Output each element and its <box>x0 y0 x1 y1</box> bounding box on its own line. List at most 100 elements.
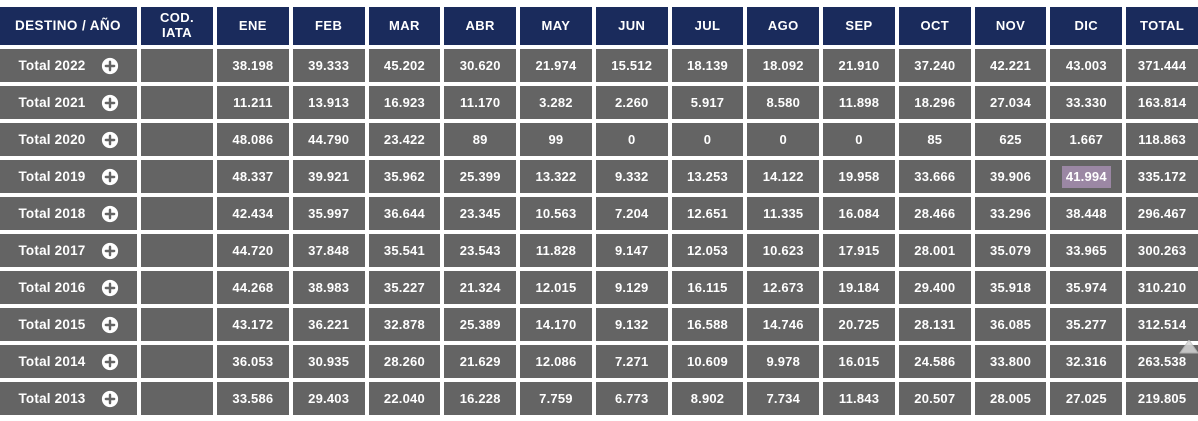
data-cell: 33.800 <box>974 345 1047 378</box>
data-cell: 19.958 <box>823 160 895 193</box>
row-label: Total 2021 <box>18 95 86 110</box>
data-cell: 3.282 <box>520 86 592 119</box>
table-row-total-2016: Total 2016 44.268 38.983 35.227 21.324 12.015… <box>0 271 1198 304</box>
expand-plus-icon[interactable] <box>101 131 119 149</box>
data-cell: 35.997 <box>292 197 365 230</box>
data-cell: 29.400 <box>898 271 971 304</box>
expand-plus-icon[interactable] <box>101 205 119 223</box>
data-cell: 27.025 <box>1050 382 1123 415</box>
data-cell: 11.170 <box>444 86 517 119</box>
data-cell: 10.609 <box>671 345 744 378</box>
data-cell: 11.335 <box>747 197 820 230</box>
data-cell: 12.673 <box>747 271 820 304</box>
data-cell: 9.147 <box>595 234 668 267</box>
data-cell: 35.227 <box>368 271 441 304</box>
expand-plus-icon[interactable] <box>101 316 119 334</box>
data-cell: 23.345 <box>444 197 517 230</box>
column-header-jul: JUL <box>671 7 744 45</box>
data-cell: 2.260 <box>595 86 668 119</box>
column-header-destino-a-o: DESTINO / AÑO <box>0 7 137 45</box>
column-header-nov: NOV <box>974 7 1047 45</box>
data-cell: 43.003 <box>1050 49 1123 82</box>
data-cell: 18.139 <box>671 49 744 82</box>
data-cell: 8.902 <box>671 382 744 415</box>
total-cell: 371.444 <box>1126 49 1198 82</box>
data-cell: 44.720 <box>217 234 289 267</box>
total-cell: 219.805 <box>1126 382 1198 415</box>
data-cell: 10.563 <box>520 197 592 230</box>
data-cell: 33.586 <box>217 382 289 415</box>
data-cell: 36.053 <box>217 345 289 378</box>
data-cell: 12.015 <box>520 271 592 304</box>
data-cell: 42.434 <box>217 197 289 230</box>
data-cell: 9.129 <box>595 271 668 304</box>
row-label-cell: Total 2021 <box>0 86 137 119</box>
table-row-total-2017: Total 2017 44.720 37.848 35.541 23.543 11.828… <box>0 234 1198 267</box>
column-header-feb: FEB <box>292 7 365 45</box>
data-cell: 48.086 <box>217 123 289 156</box>
data-cell: 45.202 <box>368 49 441 82</box>
expand-plus-icon[interactable] <box>101 94 119 112</box>
column-header-cod-iata: COD. IATA <box>141 7 213 45</box>
total-cell: 300.263 <box>1126 234 1198 267</box>
expand-plus-icon[interactable] <box>101 279 119 297</box>
data-cell: 36.644 <box>368 197 441 230</box>
data-cell: 28.005 <box>974 382 1047 415</box>
table-row-total-2022: Total 2022 38.198 39.333 45.202 30.620 21.974… <box>0 49 1198 82</box>
data-cell: 41.994 <box>1050 160 1123 193</box>
data-cell: 19.184 <box>823 271 895 304</box>
data-cell: 7.204 <box>595 197 668 230</box>
data-cell: 25.389 <box>444 308 517 341</box>
iata-cell <box>141 86 213 119</box>
expand-plus-icon[interactable] <box>101 390 119 408</box>
table-body: Total 2022 38.198 39.333 45.202 30.620 21.974… <box>0 49 1198 415</box>
data-cell: 39.921 <box>292 160 365 193</box>
column-header-mar: MAR <box>368 7 441 45</box>
data-cell: 8.580 <box>747 86 820 119</box>
row-label: Total 2013 <box>18 391 86 406</box>
data-cell: 38.198 <box>217 49 289 82</box>
data-cell: 35.974 <box>1050 271 1123 304</box>
data-cell: 20.725 <box>823 308 895 341</box>
data-cell: 9.978 <box>747 345 820 378</box>
data-cell: 99 <box>520 123 592 156</box>
row-label-cell: Total 2014 <box>0 345 137 378</box>
expand-plus-icon[interactable] <box>101 353 119 371</box>
total-cell: 296.467 <box>1126 197 1198 230</box>
row-label-cell: Total 2022 <box>0 49 137 82</box>
data-cell: 9.332 <box>595 160 668 193</box>
data-cell: 43.172 <box>217 308 289 341</box>
data-cell: 12.651 <box>671 197 744 230</box>
data-cell: 44.268 <box>217 271 289 304</box>
iata-cell <box>141 234 213 267</box>
data-cell: 28.001 <box>898 234 971 267</box>
data-cell: 30.620 <box>444 49 517 82</box>
total-cell: 335.172 <box>1126 160 1198 193</box>
iata-cell <box>141 123 213 156</box>
data-cell: 35.079 <box>974 234 1047 267</box>
data-cell: 20.507 <box>898 382 971 415</box>
row-label: Total 2016 <box>18 280 86 295</box>
data-cell: 16.923 <box>368 86 441 119</box>
iata-cell <box>141 197 213 230</box>
data-cell: 21.324 <box>444 271 517 304</box>
data-cell: 25.399 <box>444 160 517 193</box>
expand-plus-icon[interactable] <box>101 57 119 75</box>
data-cell: 35.277 <box>1050 308 1123 341</box>
row-label: Total 2020 <box>18 132 86 147</box>
data-cell: 36.221 <box>292 308 365 341</box>
data-cell: 21.629 <box>444 345 517 378</box>
data-cell: 16.588 <box>671 308 744 341</box>
data-cell: 32.878 <box>368 308 441 341</box>
data-cell: 0 <box>823 123 895 156</box>
data-cell: 28.260 <box>368 345 441 378</box>
data-cell: 22.040 <box>368 382 441 415</box>
expand-plus-icon[interactable] <box>101 242 119 260</box>
expand-plus-icon[interactable] <box>101 168 119 186</box>
data-cell: 18.296 <box>898 86 971 119</box>
iata-cell <box>141 308 213 341</box>
data-cell: 11.843 <box>823 382 895 415</box>
data-cell: 16.084 <box>823 197 895 230</box>
data-cell: 37.240 <box>898 49 971 82</box>
data-cell: 18.092 <box>747 49 820 82</box>
